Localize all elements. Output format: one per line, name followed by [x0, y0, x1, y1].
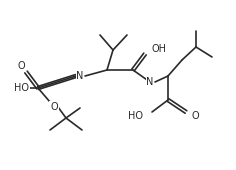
Text: OH: OH [151, 44, 166, 54]
Text: N: N [146, 77, 154, 87]
Text: O: O [17, 61, 25, 71]
Text: O: O [191, 111, 199, 121]
Text: HO: HO [14, 83, 29, 93]
Text: HO: HO [128, 111, 143, 121]
Text: N: N [76, 71, 84, 81]
Text: O: O [50, 102, 58, 112]
